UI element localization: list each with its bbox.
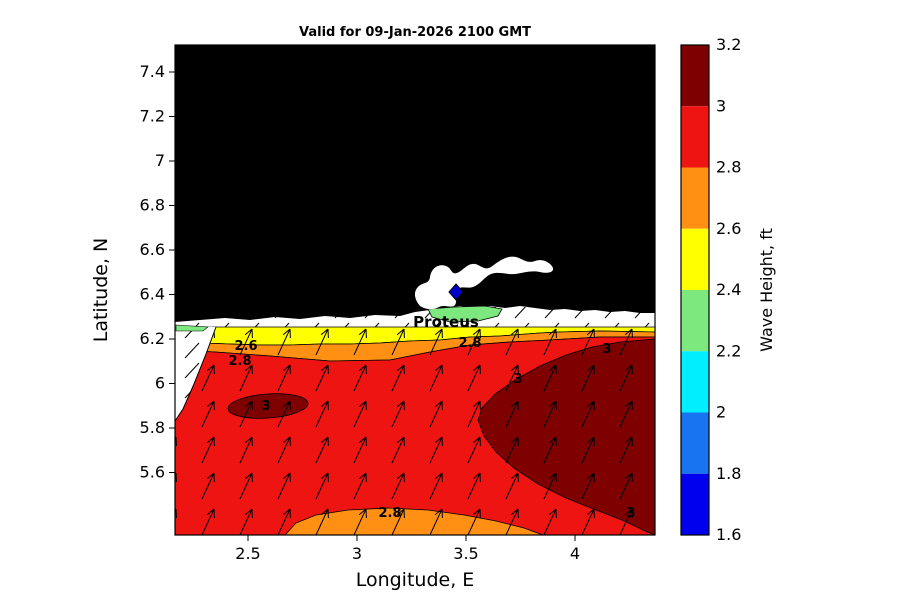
- colorbar-segment: [681, 228, 709, 290]
- colorbar-tick-label: 2.2: [716, 342, 741, 361]
- x-tick-label: 4: [570, 544, 580, 563]
- contour-label-28-mid: 2.8: [458, 336, 481, 351]
- x-tick-label: 3: [352, 544, 362, 563]
- contour-label-28-south: 2.8: [378, 506, 401, 521]
- y-tick-label: 6.6: [140, 240, 165, 259]
- colorbar-tick-label: 1.6: [716, 525, 741, 544]
- x-tick-label: 3.5: [453, 544, 478, 563]
- y-tick-label: 7: [155, 151, 165, 170]
- coastal-hatch-marks: [175, 307, 655, 327]
- west-wedge-hatch: [175, 326, 216, 421]
- contour-label-28-west: 2.8: [228, 354, 251, 369]
- y-axis-ticks: [169, 71, 175, 473]
- y-tick-label: 7.4: [140, 62, 165, 81]
- colorbar-segment: [681, 412, 709, 474]
- colorbar-segment: [681, 45, 709, 107]
- y-tick-label: 6.2: [140, 329, 165, 348]
- colorbar-segment: [681, 290, 709, 352]
- colorbar-tick-label: 3.2: [716, 35, 741, 54]
- colorbar: 3.2 3 2.8 2.6 2.4 2.2 2 1.8 1.6 Wave Hei…: [680, 35, 776, 544]
- colorbar-border: [680, 44, 710, 536]
- y-axis-label: Latitude, N: [90, 238, 112, 343]
- colorbar-tick-label: 2.8: [716, 158, 741, 177]
- contour-label-3-west-patch: 3: [261, 399, 270, 414]
- chart-title: Valid for 09-Jan-2026 2100 GMT: [299, 25, 531, 40]
- colorbar-tick-label: 3: [716, 97, 726, 116]
- contour-label-26-west: 2.6: [234, 339, 257, 354]
- y-tick-label: 5.6: [140, 463, 165, 482]
- x-axis-label: Longitude, E: [356, 569, 475, 591]
- plot-border: [174, 44, 656, 536]
- contour-label-3-southeast: 3: [626, 506, 635, 521]
- colorbar-label: Wave Height, ft: [757, 228, 776, 352]
- colorbar-tick-label: 1.8: [716, 464, 741, 483]
- green-patch-proteus: [427, 305, 503, 323]
- x-tick-label: 2.5: [235, 544, 260, 563]
- y-tick-label: 6: [155, 374, 165, 393]
- colorbar-segment: [681, 106, 709, 168]
- y-tick-label: 6.8: [140, 196, 165, 215]
- y-tick-label: 5.8: [140, 418, 165, 437]
- colorbar-tick-label: 2.6: [716, 219, 741, 238]
- colorbar-tick-label: 2: [716, 403, 726, 422]
- lagoon-inlet: [414, 256, 554, 310]
- contour-label-3-mid: 3: [513, 372, 522, 387]
- colorbar-segment: [681, 473, 709, 535]
- station-marker-icon: [448, 283, 464, 301]
- station-label: Proteus: [413, 313, 479, 331]
- west-wedge-contour: [175, 326, 217, 422]
- colorbar-tick-label: 2.4: [716, 280, 741, 299]
- wave-direction-arrows: [175, 327, 655, 535]
- colorbar-segment: [681, 167, 709, 229]
- green-sliver-west: [175, 324, 209, 332]
- colorbar-segment: [681, 351, 709, 413]
- y-tick-label: 6.4: [140, 285, 165, 304]
- contour-label-3-northeast: 3: [602, 342, 611, 357]
- y-tick-label: 7.2: [140, 107, 165, 126]
- x-axis-ticks: [247, 535, 576, 541]
